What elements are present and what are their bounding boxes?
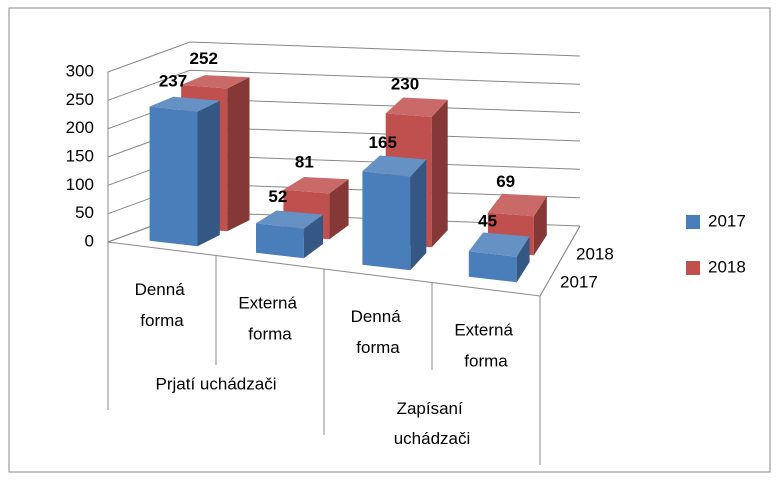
bar <box>149 96 220 247</box>
x-tick-label: Denná forma <box>351 307 406 357</box>
bar-top <box>385 97 448 117</box>
data-label: 237 <box>159 71 187 90</box>
x-tick-label: Externá forma <box>454 321 517 371</box>
bar-front <box>468 251 517 283</box>
bar-top <box>283 177 349 194</box>
depth-axis <box>539 225 581 297</box>
bar-top <box>256 210 323 229</box>
bar-side <box>516 236 530 283</box>
data-label: 81 <box>295 152 314 171</box>
grid-line <box>107 41 581 73</box>
bar-side <box>227 77 250 232</box>
legend-label: 2018 <box>708 257 746 276</box>
bar-side <box>197 100 220 247</box>
bar <box>362 155 427 271</box>
bar-top <box>468 232 530 257</box>
y-tick-label: 0 <box>85 231 94 250</box>
bar-front <box>362 171 411 271</box>
x-tick-label: Denná forma <box>135 280 190 330</box>
data-label: 52 <box>268 187 287 206</box>
bar-side <box>329 179 349 240</box>
bar-top <box>487 193 547 217</box>
data-label: 165 <box>369 133 397 152</box>
bar <box>468 232 530 283</box>
depth-label: 2017 <box>560 272 598 291</box>
y-tick-label: 250 <box>66 90 94 109</box>
legend-swatch <box>686 261 700 275</box>
y-tick-label: 200 <box>66 118 94 137</box>
y-tick-label: 50 <box>75 203 94 222</box>
y-tick-label: 150 <box>66 146 94 165</box>
bar <box>256 210 323 259</box>
data-label: 45 <box>478 212 497 231</box>
legend-swatch <box>686 215 700 229</box>
bar-front <box>149 106 198 247</box>
group-label: Prjatí uchádzači <box>156 374 277 393</box>
bar-side <box>533 196 547 256</box>
grid-line <box>107 69 581 101</box>
bar-front <box>256 223 304 259</box>
bar-top <box>362 155 427 177</box>
bar-side <box>410 159 427 271</box>
data-label: 230 <box>391 74 419 93</box>
bar-top <box>181 75 250 89</box>
depth-label: 2018 <box>576 244 614 263</box>
bar-top <box>149 96 220 112</box>
x-tick-label: Externá forma <box>238 294 301 344</box>
data-label: 252 <box>190 49 218 68</box>
group-label: Zapísaní uchádzači <box>394 399 471 448</box>
y-tick-label: 100 <box>66 175 94 194</box>
legend-label: 2017 <box>708 211 746 230</box>
bar-side <box>303 214 323 259</box>
y-tick-label: 300 <box>66 61 94 80</box>
data-label: 69 <box>496 172 515 191</box>
bar-side <box>431 99 448 248</box>
